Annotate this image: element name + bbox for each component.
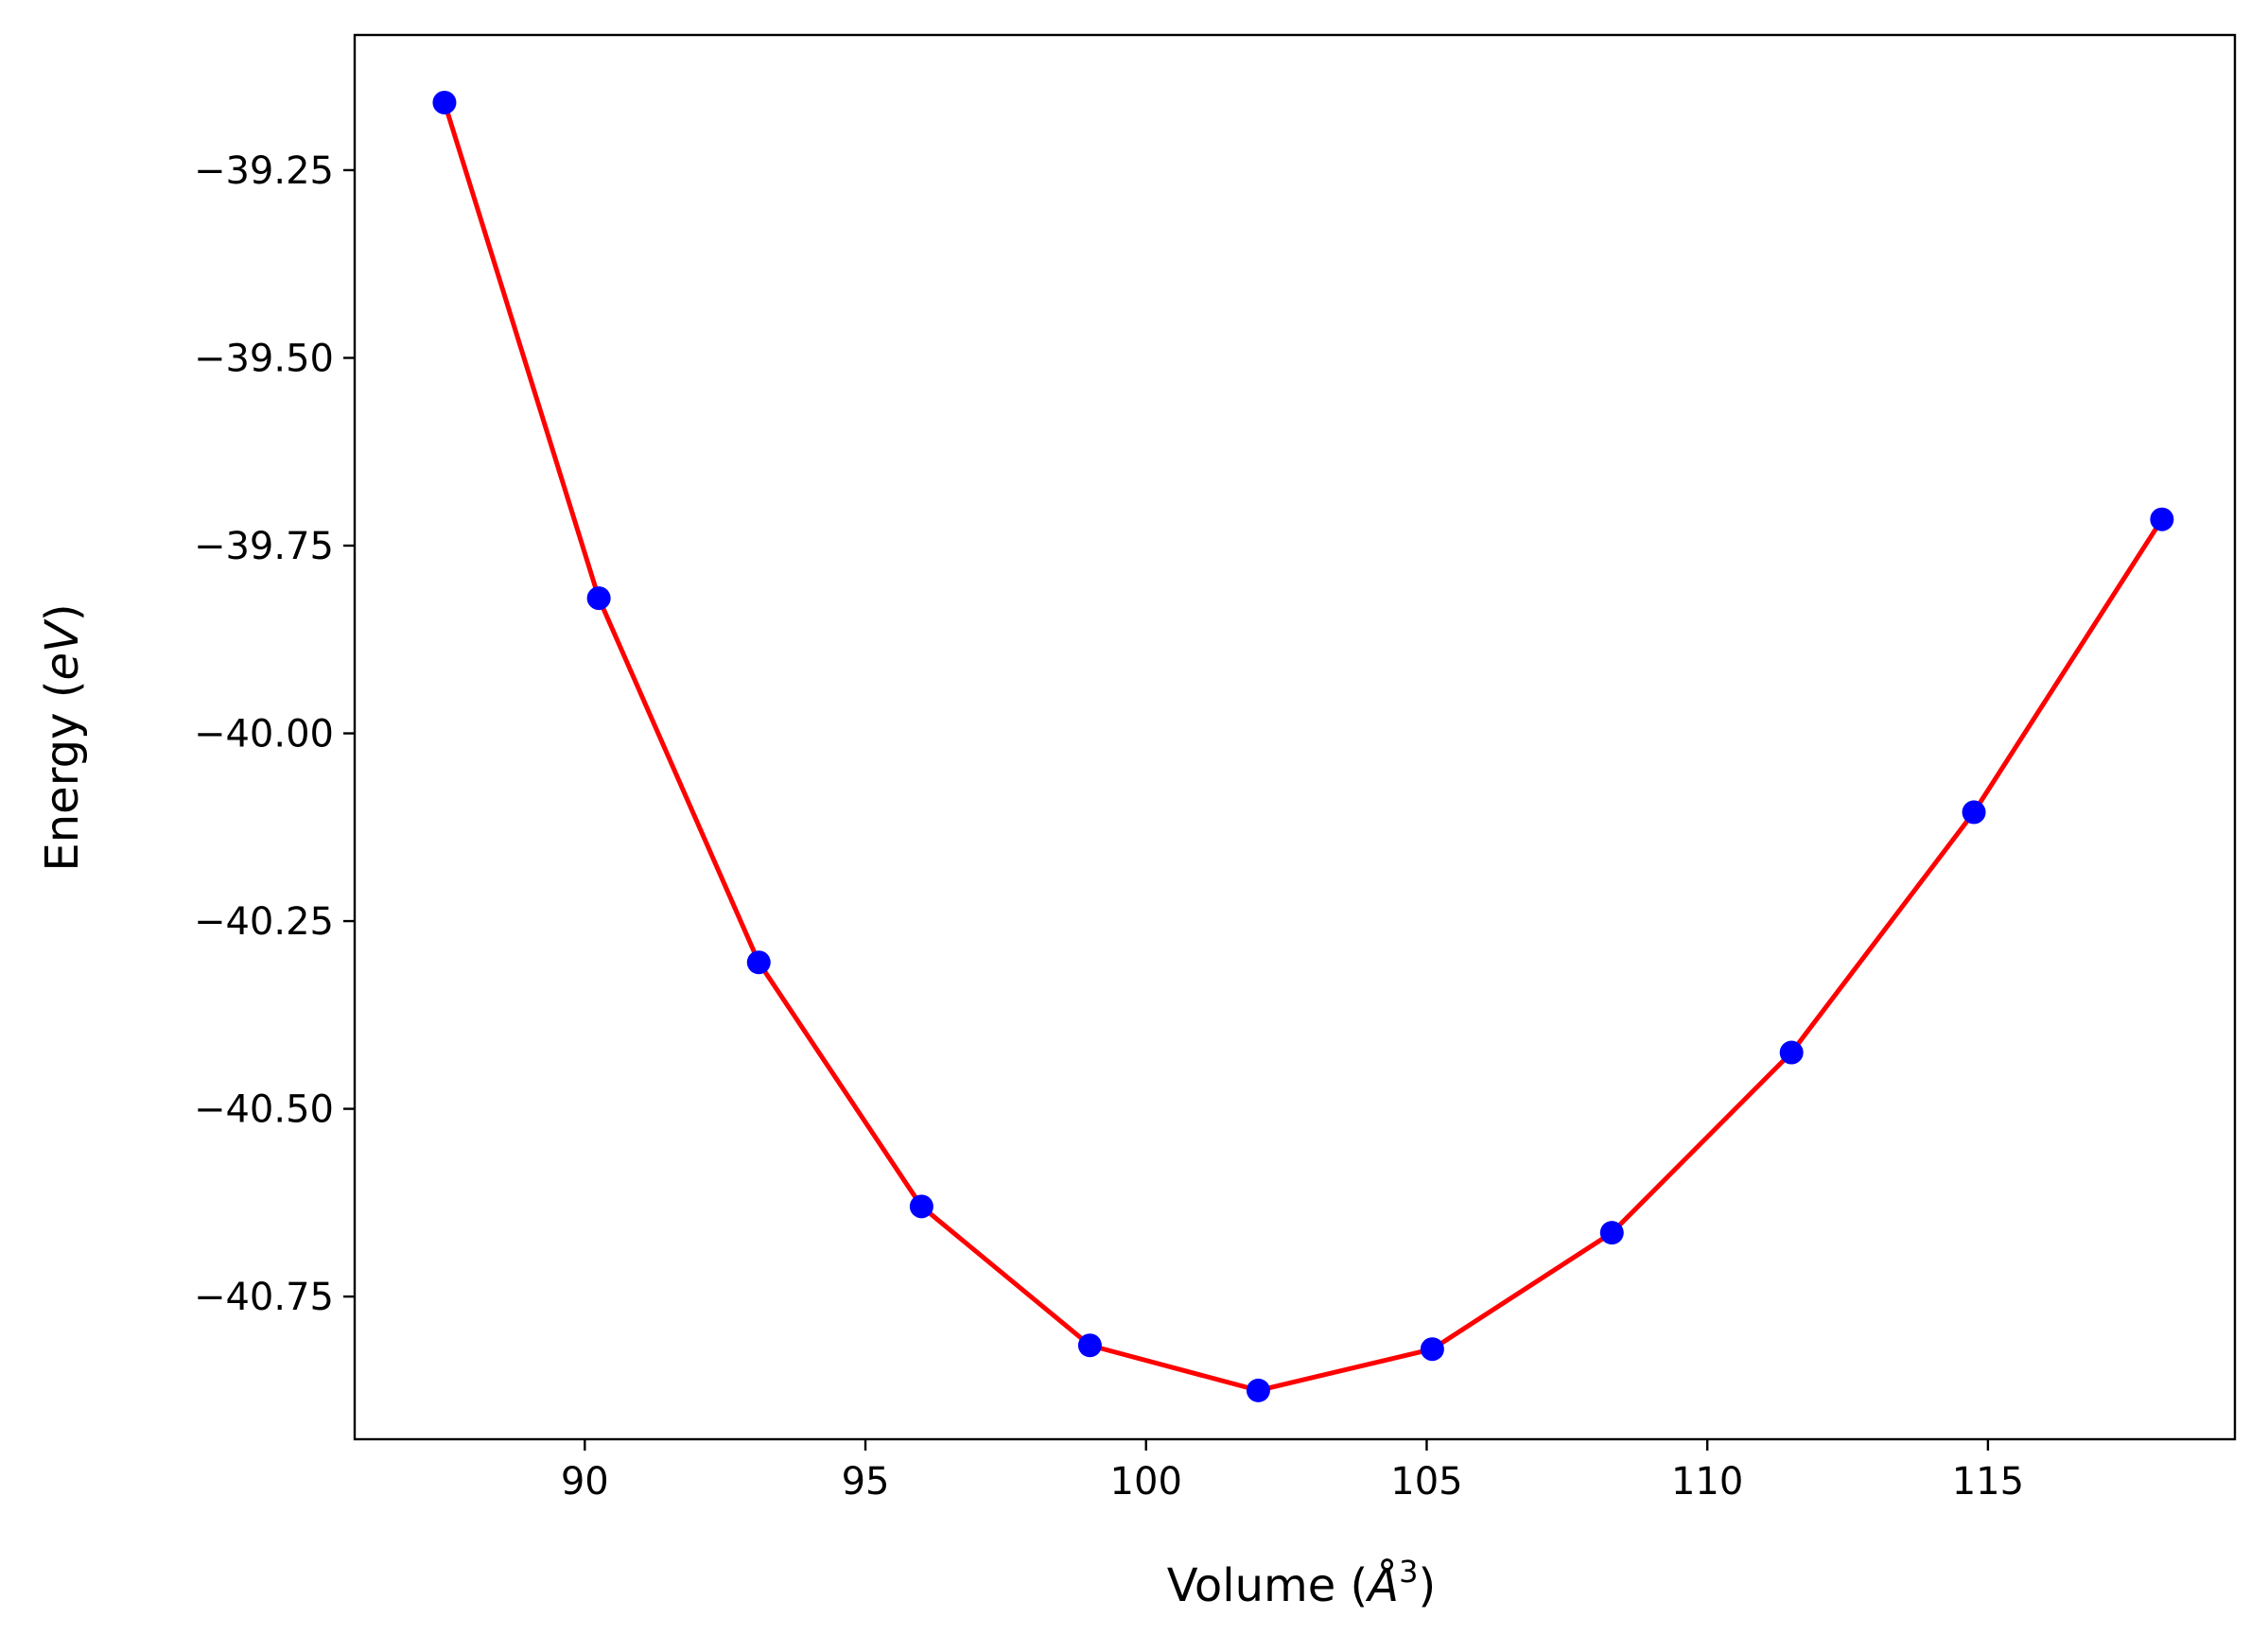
y-tick-label: −39.50: [194, 337, 334, 380]
data-point: [586, 586, 611, 611]
data-point: [1962, 800, 1986, 825]
data-point: [1599, 1221, 1624, 1245]
data-point: [1246, 1378, 1270, 1402]
data-point: [1077, 1333, 1102, 1358]
data-point: [746, 950, 771, 975]
y-tick-label: −40.50: [194, 1088, 334, 1132]
x-tick-label: 95: [842, 1460, 890, 1504]
x-axis-label: Volume (Å3): [1167, 1554, 1436, 1612]
x-tick-label: 90: [561, 1460, 609, 1504]
data-point: [1779, 1040, 1804, 1065]
x-axis-label-exponent: 3: [1399, 1554, 1418, 1590]
data-point: [1420, 1337, 1444, 1362]
y-axis-label-unit: eV: [36, 618, 89, 681]
y-tick-label: −39.75: [194, 525, 334, 568]
x-tick-label: 105: [1390, 1460, 1462, 1504]
x-axis-label-unit: Å: [1365, 1558, 1399, 1612]
x-tick-label: 115: [1952, 1460, 2024, 1504]
y-axis-label: Energy (eV): [36, 603, 89, 871]
data-point: [2150, 507, 2174, 531]
y-tick-label: −40.75: [194, 1276, 334, 1319]
x-tick-label: 110: [1671, 1460, 1743, 1504]
data-point: [909, 1194, 933, 1219]
y-axis-label-text: Energy: [36, 713, 89, 872]
x-axis-label-text: Volume: [1167, 1559, 1336, 1612]
x-axis: 90 95 100 105 110 115: [561, 1439, 2024, 1504]
y-tick-label: −40.00: [194, 713, 334, 756]
plot-area: [432, 90, 2174, 1402]
y-tick-label: −39.25: [194, 149, 334, 193]
x-tick-label: 100: [1110, 1460, 1182, 1504]
axes-frame: [353, 33, 2237, 1441]
data-point: [432, 90, 457, 114]
y-tick-label: −40.25: [194, 900, 334, 944]
y-axis: −39.25 −39.50 −39.75 −40.00 −40.25 −40.50 −40.…: [194, 149, 355, 1319]
